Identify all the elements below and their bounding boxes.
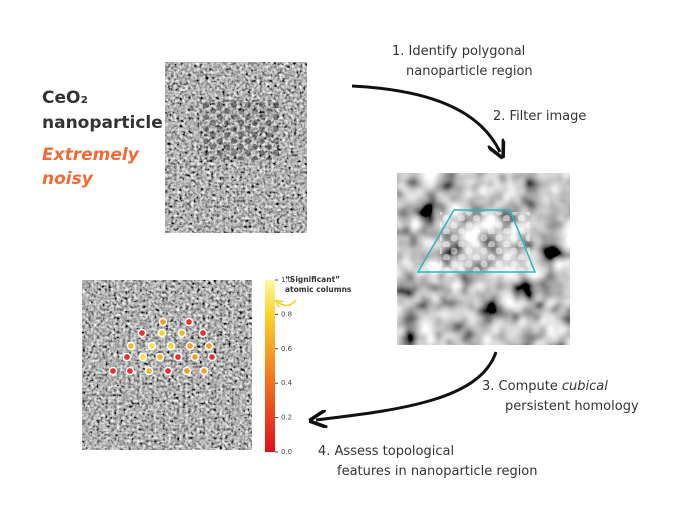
step-1: 1. Identify polygonal nanoparticle region xyxy=(392,44,533,79)
colorbar-label: 0.2 xyxy=(281,414,292,422)
colorbar-label: 0.4 xyxy=(281,379,293,387)
atomic-column xyxy=(163,366,173,376)
atomic-column xyxy=(108,366,118,376)
atomic-column xyxy=(182,366,192,376)
atomic-column xyxy=(138,352,148,362)
atomic-column xyxy=(158,317,168,327)
particle-formula: CeO₂ xyxy=(42,88,88,108)
atomic-column xyxy=(126,341,136,351)
atomic-column xyxy=(173,352,183,362)
atomic-column xyxy=(122,352,132,362)
result-image xyxy=(82,280,252,450)
noise-note: Extremely noisy xyxy=(42,145,140,189)
atomic-column xyxy=(207,352,217,362)
particle-label: nanoparticle xyxy=(42,113,163,133)
atomic-column xyxy=(166,341,176,351)
colorbar-label: 1.0 xyxy=(281,276,292,284)
colorbar-label: 0.0 xyxy=(281,448,292,456)
atomic-column xyxy=(125,366,135,376)
arrow xyxy=(316,351,498,420)
atomic-column xyxy=(204,341,214,351)
filtered-image xyxy=(397,173,570,345)
atomic-column xyxy=(190,352,200,362)
atomic-column xyxy=(199,366,209,376)
arrow xyxy=(351,84,500,152)
colorbar xyxy=(265,280,275,452)
colorbar-label: 0.8 xyxy=(281,310,292,318)
atomic-column xyxy=(198,328,208,338)
step-4: 4. Assess topological features in nanopar… xyxy=(318,444,538,479)
atomic-column xyxy=(177,328,187,338)
atomic-column xyxy=(137,328,147,338)
callout-arrow xyxy=(278,300,297,306)
atomic-column xyxy=(147,341,157,351)
raw-image xyxy=(165,62,307,233)
atomic-column xyxy=(157,328,167,338)
atomic-column xyxy=(184,317,194,327)
step-2: 2. Filter image xyxy=(493,109,586,124)
atomic-column xyxy=(144,366,154,376)
callout: “Significant” atomic columns xyxy=(285,275,352,294)
atomic-column xyxy=(155,352,165,362)
step-3: 3. Compute cubical persistent homology xyxy=(482,379,639,414)
colorbar-label: 0.6 xyxy=(281,345,293,353)
atomic-column xyxy=(185,341,195,351)
